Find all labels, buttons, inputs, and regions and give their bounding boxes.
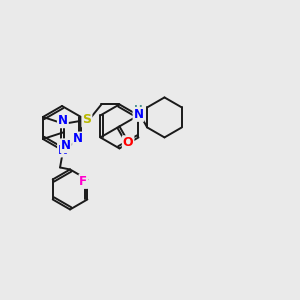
Text: N: N	[58, 143, 68, 157]
Text: N: N	[73, 133, 83, 146]
Text: S: S	[82, 113, 91, 127]
Text: F: F	[80, 175, 87, 188]
Text: N: N	[61, 139, 71, 152]
Text: N: N	[134, 108, 143, 121]
Text: H: H	[134, 105, 143, 116]
Text: N: N	[58, 114, 68, 127]
Text: O: O	[123, 136, 134, 149]
